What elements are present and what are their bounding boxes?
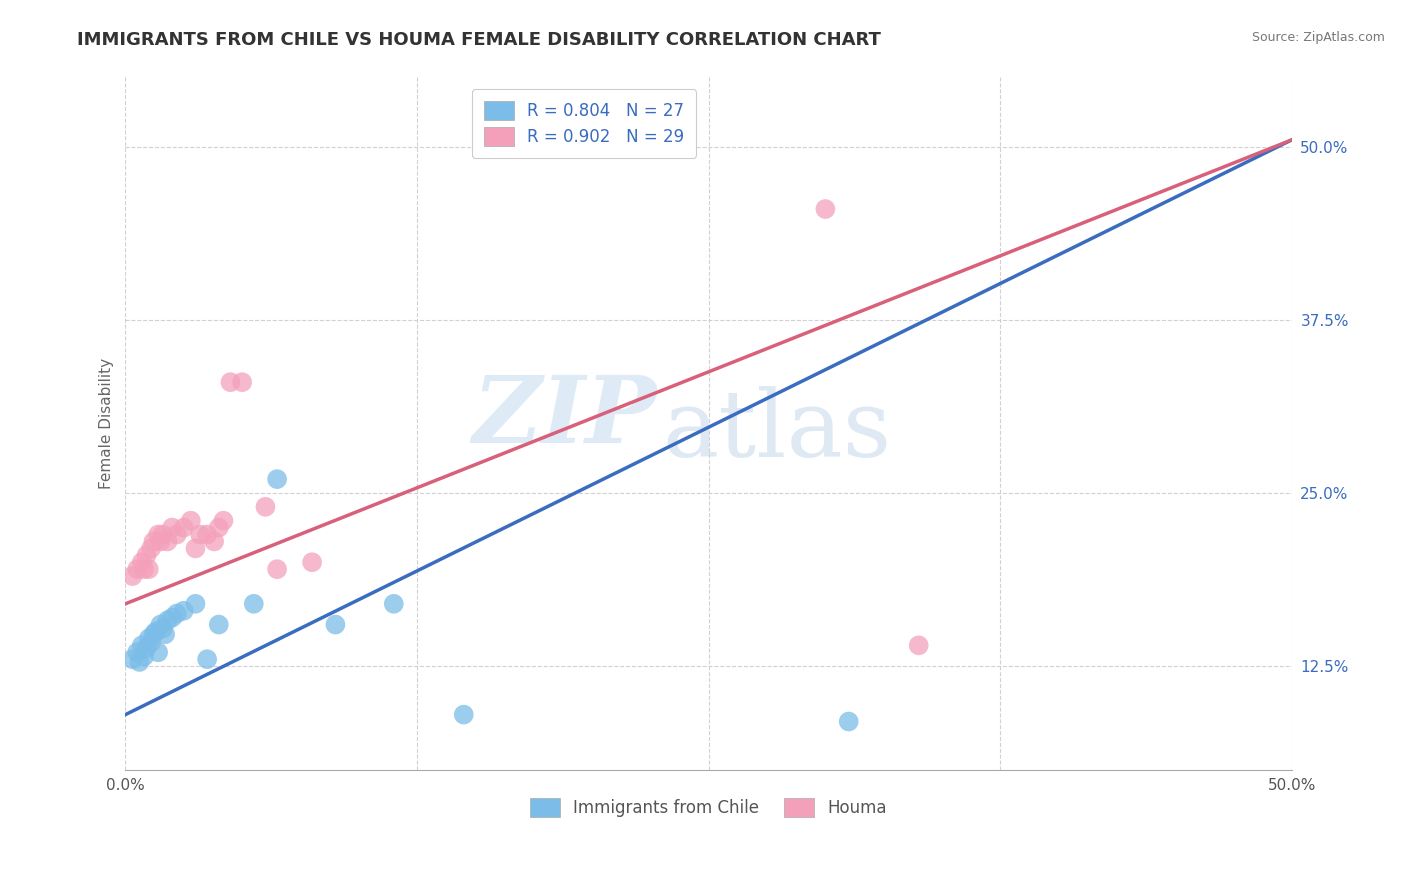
Point bbox=[301, 555, 323, 569]
Text: ZIP: ZIP bbox=[472, 372, 657, 462]
Point bbox=[127, 562, 149, 576]
Point bbox=[208, 520, 231, 534]
Text: IMMIGRANTS FROM CHILE VS HOUMA FEMALE DISABILITY CORRELATION CHART: IMMIGRANTS FROM CHILE VS HOUMA FEMALE DI… bbox=[77, 31, 882, 49]
Point bbox=[156, 614, 179, 628]
Point bbox=[139, 635, 162, 649]
Point bbox=[135, 641, 157, 656]
Point bbox=[138, 562, 160, 576]
Legend: Immigrants from Chile, Houma: Immigrants from Chile, Houma bbox=[523, 791, 894, 824]
Point bbox=[325, 617, 347, 632]
Point bbox=[180, 514, 202, 528]
Point bbox=[219, 375, 242, 389]
Point bbox=[160, 610, 183, 624]
Point bbox=[173, 604, 195, 618]
Point bbox=[266, 472, 288, 486]
Point bbox=[121, 652, 143, 666]
Point bbox=[142, 627, 165, 641]
Point bbox=[134, 562, 156, 576]
Point bbox=[146, 527, 169, 541]
Point bbox=[152, 622, 174, 636]
Point bbox=[149, 534, 172, 549]
Point bbox=[131, 555, 153, 569]
Point bbox=[146, 645, 169, 659]
Point bbox=[907, 638, 929, 652]
Point bbox=[153, 627, 176, 641]
Point bbox=[814, 202, 837, 216]
Point bbox=[160, 520, 183, 534]
Point bbox=[149, 617, 172, 632]
Point bbox=[184, 541, 207, 556]
Point bbox=[145, 624, 167, 639]
Point bbox=[202, 534, 225, 549]
Point bbox=[188, 527, 211, 541]
Point bbox=[152, 527, 174, 541]
Point bbox=[195, 527, 218, 541]
Point bbox=[134, 649, 156, 664]
Point bbox=[128, 655, 150, 669]
Point bbox=[121, 569, 143, 583]
Point bbox=[166, 607, 188, 621]
Point bbox=[184, 597, 207, 611]
Point bbox=[131, 638, 153, 652]
Point bbox=[254, 500, 277, 514]
Text: atlas: atlas bbox=[662, 385, 891, 475]
Point bbox=[212, 514, 235, 528]
Point bbox=[195, 652, 218, 666]
Point bbox=[266, 562, 288, 576]
Point bbox=[173, 520, 195, 534]
Point bbox=[156, 534, 179, 549]
Point bbox=[453, 707, 475, 722]
Point bbox=[139, 541, 162, 556]
Point bbox=[166, 527, 188, 541]
Point bbox=[138, 632, 160, 646]
Y-axis label: Female Disability: Female Disability bbox=[100, 359, 114, 490]
Point bbox=[127, 645, 149, 659]
Point bbox=[838, 714, 860, 729]
Text: Source: ZipAtlas.com: Source: ZipAtlas.com bbox=[1251, 31, 1385, 45]
Point bbox=[382, 597, 405, 611]
Point bbox=[135, 549, 157, 563]
Point bbox=[208, 617, 231, 632]
Point bbox=[231, 375, 253, 389]
Point bbox=[243, 597, 266, 611]
Point bbox=[142, 534, 165, 549]
